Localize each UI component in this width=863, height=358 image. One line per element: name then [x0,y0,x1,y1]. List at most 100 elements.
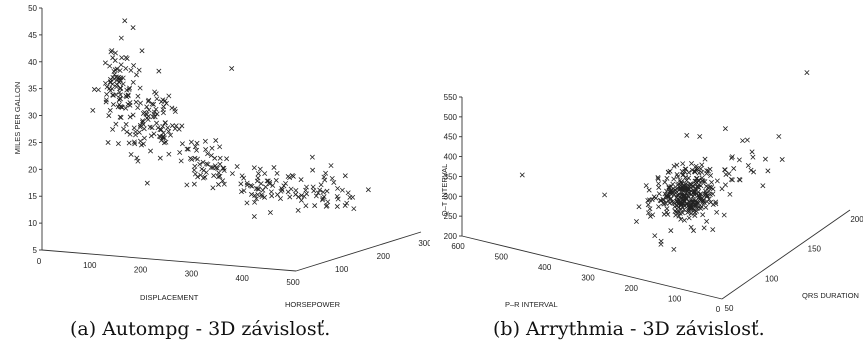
data-point [192,171,198,177]
data-point [320,197,325,203]
data-point [304,191,310,197]
data-point [107,88,113,94]
data-point [117,89,123,95]
data-point [662,179,668,185]
data-point [132,141,138,147]
data-point [310,167,316,173]
data-point [666,184,672,190]
data-point [117,96,123,102]
z-tick-label: 5 [33,246,38,255]
data-point [740,138,746,144]
data-point [298,177,304,183]
x-axis-line [461,235,723,300]
data-point [104,91,110,97]
data-point [665,169,671,175]
data-point [668,228,674,234]
data-point [658,241,664,247]
data-point [209,145,215,151]
data-point [646,210,652,216]
x-tick-label: 600 [451,242,465,251]
data-point [318,182,324,188]
data-point [191,181,197,187]
data-point [254,178,260,184]
data-point [112,50,118,56]
x-tick-label: 0 [37,257,42,266]
data-point [731,166,737,171]
x-axis-label: DISPLACEMENT [140,293,199,302]
data-point [705,168,711,174]
caption-arrythmia: (b) Arrythmia - 3D závislosť. [493,318,765,340]
data-point [696,170,702,176]
data-point [321,194,327,200]
data-point [676,181,681,187]
data-point [315,190,321,196]
data-point [722,126,728,132]
data-point [141,135,147,141]
data-point [140,118,146,124]
data-point [102,60,108,66]
data-point [267,181,273,187]
data-point [151,109,157,115]
data-point [131,139,137,145]
data-point [215,182,221,187]
data-point [342,173,348,179]
data-point [686,202,692,208]
data-point [151,131,157,137]
y-axis-line [721,209,851,300]
data-point [234,164,240,170]
data-point [729,177,735,183]
data-point [647,206,653,212]
data-point [105,140,111,145]
data-point [241,175,247,181]
data-point [152,114,158,120]
data-point [671,176,677,182]
data-point [668,196,674,202]
data-point [118,115,124,121]
data-point [241,188,247,194]
data-point [90,107,96,113]
data-point [655,176,661,182]
data-point [669,199,675,205]
data-point [667,196,673,202]
data-point [697,133,703,139]
data-point [153,91,159,97]
data-point [120,75,126,81]
data-point [299,192,305,198]
data-point [212,155,218,161]
y-axis-label: HORSEPOWER [285,300,341,309]
data-point [249,183,255,189]
data-point [721,212,727,218]
data-point [694,175,700,181]
data-point [672,201,678,206]
data-point [668,189,674,195]
data-point [253,196,259,202]
data-point [221,165,227,171]
data-point [691,228,696,234]
data-point [113,121,119,127]
data-point [278,196,283,202]
data-point [269,193,275,199]
data-point [229,66,235,71]
data-point [268,189,274,195]
data-point [135,105,141,111]
y-tick-label: 50 [725,304,734,313]
data-point [148,148,154,154]
data-point [217,144,223,150]
data-point [694,184,700,190]
data-point [150,114,156,120]
z-tick-label: 450 [444,133,458,142]
data-point [149,125,155,131]
data-point [179,123,185,129]
data-point [117,68,123,74]
y-axis-label: QRS DURATION [802,291,859,300]
data-point [252,199,258,205]
data-point [110,55,116,61]
data-point [688,211,694,216]
data-point [161,130,166,136]
data-point [200,175,206,181]
data-point [160,97,166,103]
data-point [262,171,268,177]
z-axis-label: MILES PER GALLON [13,82,22,155]
data-point [762,156,768,162]
data-point [310,184,316,190]
